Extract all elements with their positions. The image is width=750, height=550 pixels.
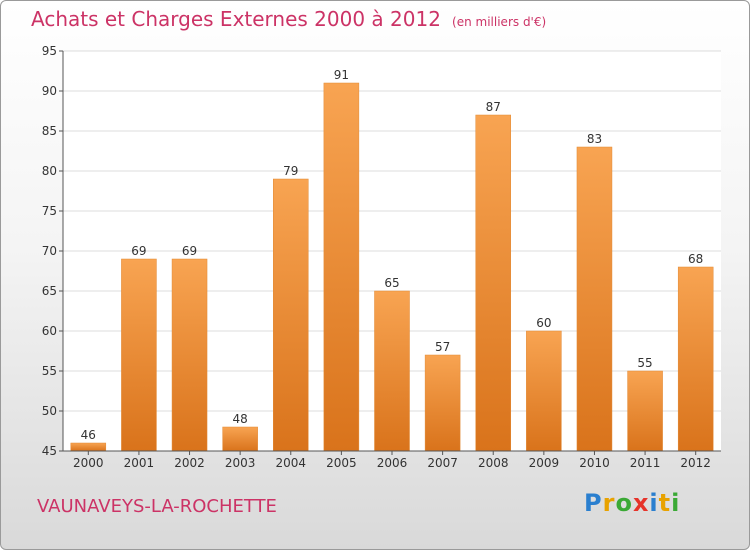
x-tick-label: 2001 [124,456,155,470]
value-label: 69 [182,244,197,258]
value-label: 65 [384,276,399,290]
bar-2004 [273,179,308,451]
y-tick-label: 55 [42,364,57,378]
value-label: 68 [688,252,703,266]
bar-2010 [577,147,612,451]
y-tick-label: 60 [42,324,57,338]
bar-2006 [375,291,410,451]
value-label: 46 [81,428,96,442]
bar-2009 [526,331,561,451]
value-label: 87 [486,100,501,114]
x-tick-label: 2003 [225,456,256,470]
proxiti-logo[interactable]: Proxiti [584,489,680,517]
y-tick-label: 95 [42,44,57,58]
logo-letter: o [615,489,633,517]
logo-letter: P [584,489,603,517]
x-tick-label: 2011 [630,456,661,470]
bar-2005 [324,83,359,451]
logo-letter: x [633,489,649,517]
value-label: 91 [334,68,349,82]
bar-2008 [476,115,511,451]
value-label: 60 [536,316,551,330]
bar-2007 [425,355,460,451]
x-tick-label: 2007 [427,456,458,470]
location-name: VAUNAVEYS-LA-ROCHETTE [37,496,277,517]
bar-2000 [71,443,106,451]
x-tick-label: 2005 [326,456,357,470]
y-tick-label: 50 [42,404,57,418]
y-tick-label: 75 [42,204,57,218]
x-tick-label: 2010 [579,456,610,470]
bar-2001 [121,259,156,451]
y-tick-label: 70 [42,244,57,258]
logo-letter: i [649,489,658,517]
logo-letter: r [603,489,616,517]
value-label: 79 [283,164,298,178]
value-label: 57 [435,340,450,354]
value-label: 48 [233,412,248,426]
x-tick-label: 2008 [478,456,509,470]
x-tick-label: 2012 [680,456,711,470]
y-tick-label: 90 [42,84,57,98]
logo-letter: t [659,489,671,517]
bar-2011 [628,371,663,451]
x-tick-label: 2000 [73,456,104,470]
value-label: 55 [637,356,652,370]
x-tick-label: 2009 [529,456,560,470]
bar-2012 [678,267,713,451]
x-tick-label: 2006 [377,456,408,470]
value-label: 69 [131,244,146,258]
x-tick-label: 2004 [275,456,306,470]
x-tick-label: 2002 [174,456,205,470]
y-tick-label: 80 [42,164,57,178]
logo-letter: i [671,489,680,517]
y-tick-label: 85 [42,124,57,138]
bar-2002 [172,259,207,451]
value-label: 83 [587,132,602,146]
bar-2003 [223,427,258,451]
y-tick-label: 45 [42,444,57,458]
y-tick-label: 65 [42,284,57,298]
